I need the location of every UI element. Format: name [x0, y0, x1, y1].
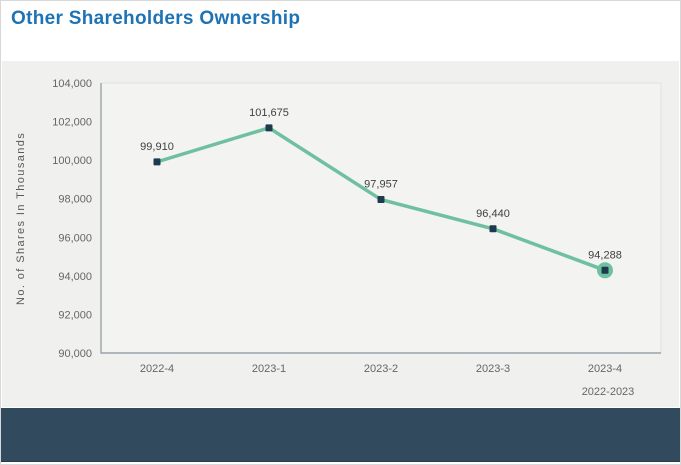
- data-point-2022-4[interactable]: [153, 158, 161, 166]
- chart-title: Other Shareholders Ownership: [11, 8, 301, 29]
- data-label-2023-2: 97,957: [364, 179, 398, 191]
- data-point-2023-1[interactable]: [265, 124, 273, 132]
- footer-bar: [1, 408, 680, 462]
- data-point-2023-3[interactable]: [489, 225, 497, 233]
- data-label-2023-3: 96,440: [476, 208, 510, 220]
- data-label-2023-1: 101,675: [249, 107, 289, 119]
- line-chart[interactable]: 90,000 92,000 94,000 96,000 98,000 100,000 102…: [1, 61, 681, 408]
- y-tick-label: 94,000: [58, 271, 92, 283]
- y-tick-label: 92,000: [58, 309, 92, 321]
- axis-lines: [100, 83, 661, 354]
- y-tick-label: 98,000: [58, 194, 92, 206]
- data-point-2023-4[interactable]: [601, 266, 609, 274]
- x-tick-label-2022-4: 2022-4: [140, 363, 174, 375]
- data-point-2023-2[interactable]: [377, 196, 385, 204]
- x-tick-label-2023-2: 2023-2: [364, 363, 398, 375]
- data-label-2022-4: 99,910: [140, 141, 174, 153]
- axis-period-label: 2022-2023: [581, 386, 635, 398]
- x-tick-label-2023-4: 2023-4: [588, 363, 622, 375]
- y-tick-label: 96,000: [58, 232, 92, 244]
- y-tick-label: 90,000: [58, 348, 92, 360]
- y-tick-label: 100,000: [52, 155, 92, 167]
- x-tick-label-2023-3: 2023-3: [476, 363, 510, 375]
- x-tick-label-2023-1: 2023-1: [252, 363, 286, 375]
- plot-area[interactable]: [100, 82, 662, 354]
- y-tick-label: 102,000: [52, 117, 92, 129]
- y-tick-label: 104,000: [52, 78, 92, 90]
- data-label-2023-4: 94,288: [588, 249, 622, 261]
